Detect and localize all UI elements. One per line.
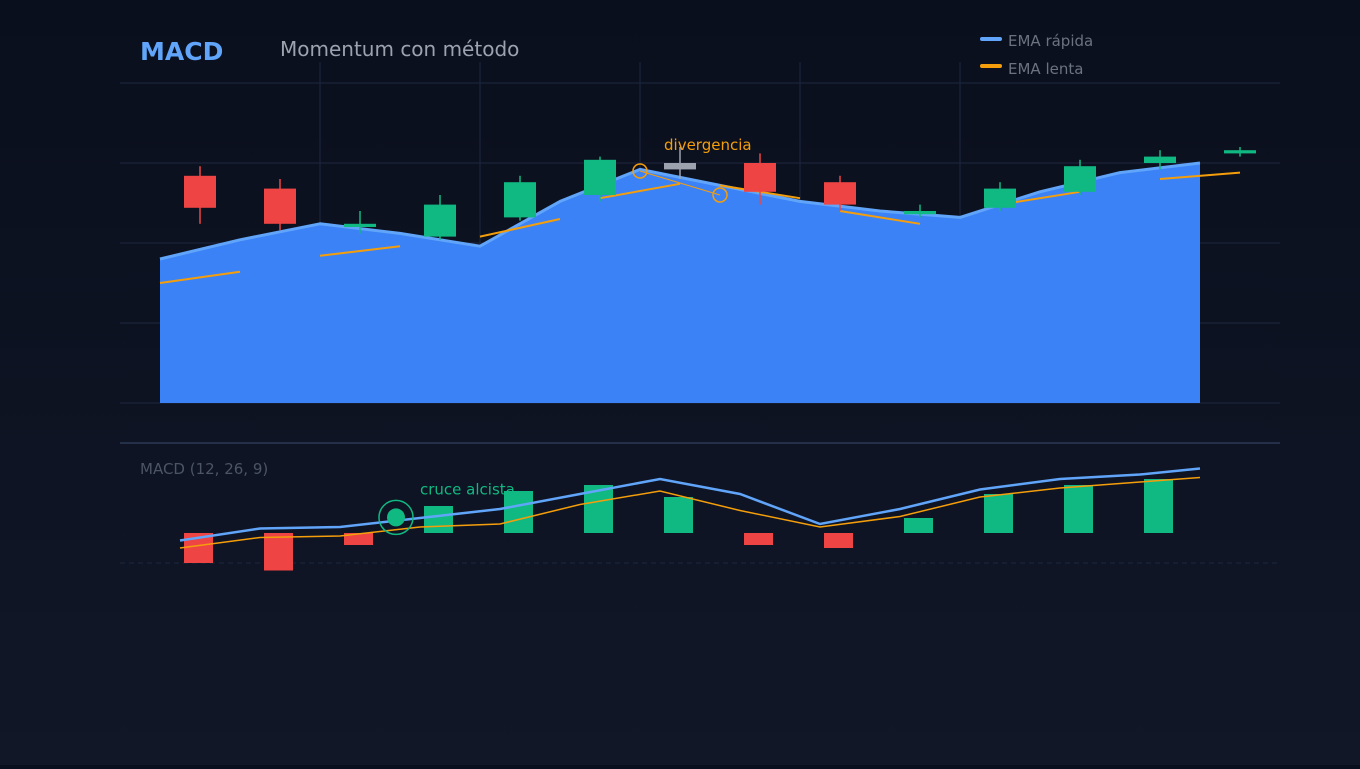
macd-grid xyxy=(120,442,1280,564)
candle-body xyxy=(504,182,536,218)
candle-body xyxy=(1224,150,1256,154)
chart-title: MACD xyxy=(140,37,223,66)
legend-label-fast: EMA rápida xyxy=(1008,32,1093,50)
price-annotations: divergencia xyxy=(632,136,752,203)
candle-body xyxy=(744,163,776,192)
slow-ema-segment xyxy=(479,218,561,238)
histogram-bar xyxy=(344,533,373,545)
candle-body xyxy=(424,204,456,237)
legend-swatch-fast xyxy=(980,37,1002,41)
legend-swatch-slow xyxy=(980,64,1002,68)
histogram-bar xyxy=(904,518,933,533)
candle-body xyxy=(1144,156,1176,163)
legend-label-slow: EMA lenta xyxy=(1008,60,1083,78)
chart-subtitle: Momentum con método xyxy=(280,37,519,61)
divergence-label: divergencia xyxy=(664,136,752,154)
histogram-bar xyxy=(264,533,293,571)
macd-histogram xyxy=(184,479,1173,571)
candle-body xyxy=(904,211,936,215)
slow-ema-segment xyxy=(319,245,401,257)
macd-panel-label: MACD (12, 26, 9) xyxy=(140,460,268,478)
candle-body xyxy=(184,175,216,208)
candle-body xyxy=(824,182,856,205)
histogram-bar xyxy=(664,497,693,533)
cross-marker-dot xyxy=(387,508,405,527)
histogram-bar xyxy=(424,506,453,533)
histogram-bar xyxy=(1064,485,1093,533)
candle-body xyxy=(584,159,616,195)
slow-ema-segment xyxy=(1159,171,1241,180)
macd-fast-line xyxy=(179,467,1201,542)
histogram-bar xyxy=(984,494,1013,533)
histogram-bar xyxy=(744,533,773,545)
candle-body xyxy=(664,163,696,170)
histogram-bar xyxy=(504,491,533,533)
price-slow-ema xyxy=(159,171,1241,284)
macd-annotations: cruce alcista xyxy=(378,481,515,536)
cross-marker-ring xyxy=(378,499,414,536)
histogram-bar xyxy=(1144,479,1173,533)
divergence-marker-2 xyxy=(712,187,728,203)
price-area xyxy=(159,161,1201,403)
candle-body xyxy=(344,223,376,227)
slow-ema-segment xyxy=(159,270,241,284)
candle-body xyxy=(984,188,1016,208)
slow-ema-segment xyxy=(599,182,681,200)
macd-slow-line xyxy=(179,476,1201,549)
divergence-marker xyxy=(632,163,648,179)
slow-ema-segment xyxy=(839,210,921,225)
macd-lines xyxy=(179,467,1201,549)
fast-ema-area xyxy=(160,163,1200,403)
candle-body xyxy=(1064,166,1096,192)
cross-label: cruce alcista xyxy=(420,481,515,499)
candle-body xyxy=(264,188,296,224)
divergence-connector xyxy=(639,170,721,196)
histogram-bar xyxy=(824,533,853,548)
price-candles xyxy=(184,147,1256,240)
legend: EMA rápida EMA lenta xyxy=(980,32,1093,78)
